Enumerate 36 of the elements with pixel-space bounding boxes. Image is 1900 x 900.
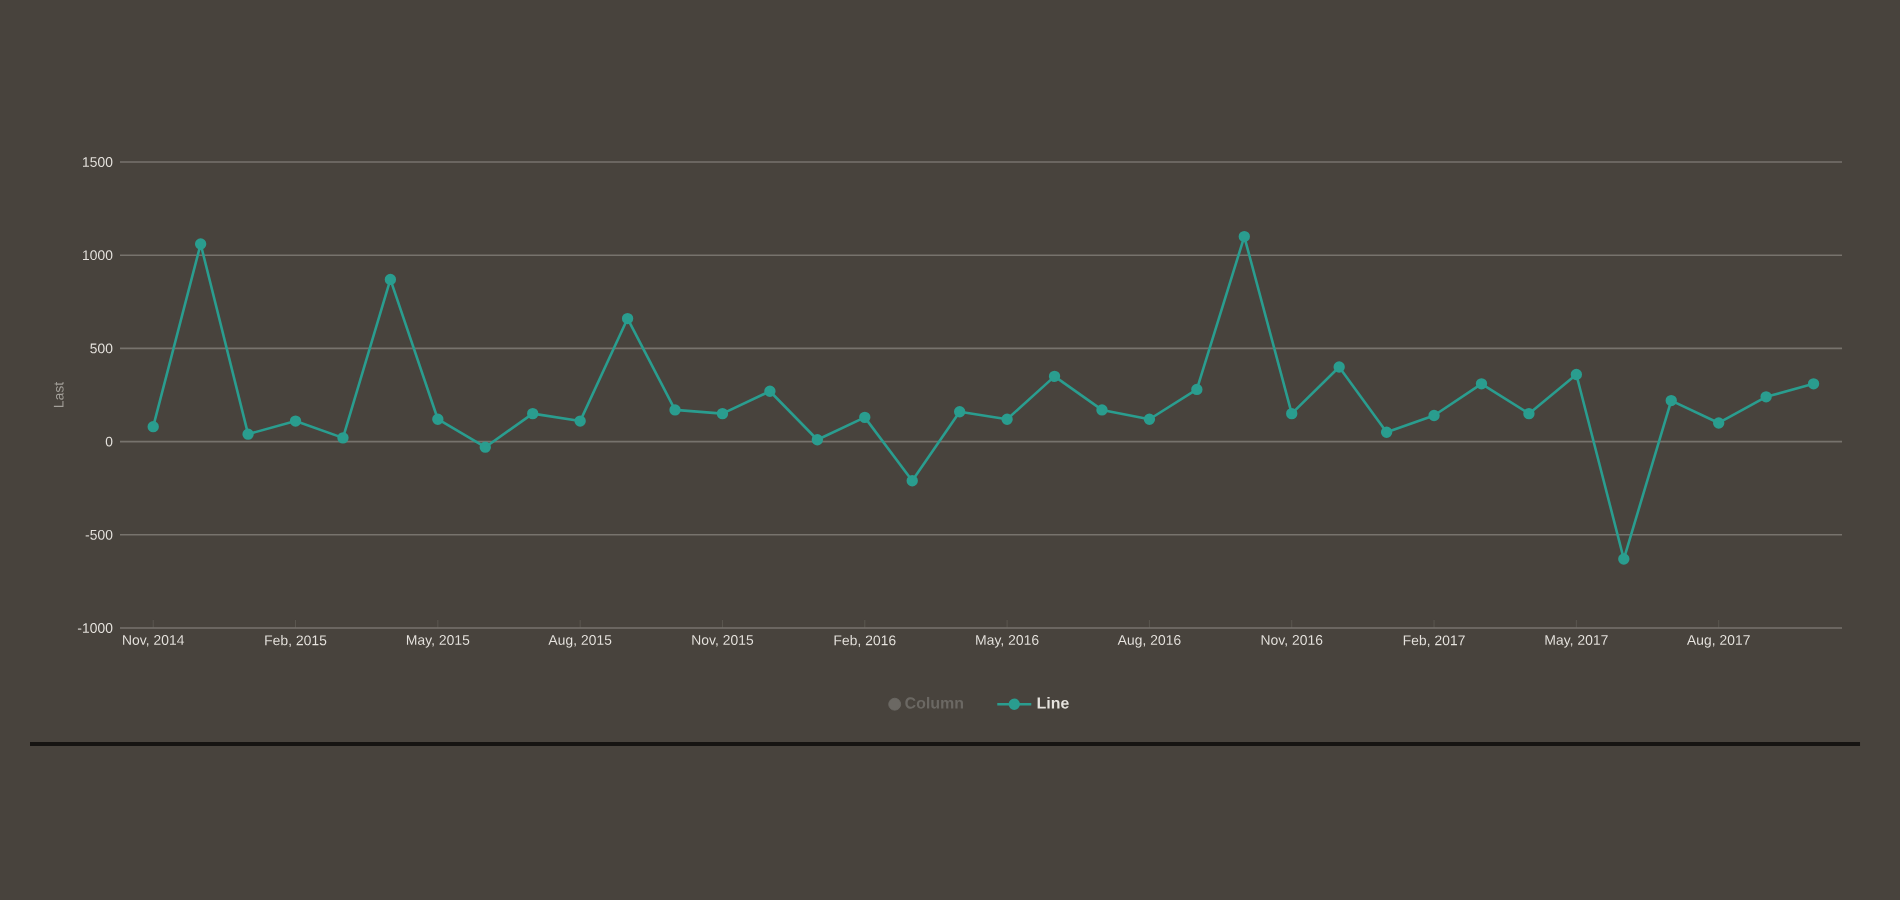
point xyxy=(1143,413,1156,425)
point xyxy=(906,475,918,487)
point xyxy=(859,411,871,424)
point xyxy=(621,312,634,325)
point xyxy=(1001,413,1013,425)
point xyxy=(953,406,966,418)
point xyxy=(289,415,302,427)
point xyxy=(574,415,586,427)
point xyxy=(716,407,729,420)
point xyxy=(669,404,681,416)
point xyxy=(1096,404,1108,416)
point xyxy=(337,432,349,444)
point xyxy=(1238,230,1250,243)
point xyxy=(1428,409,1440,422)
point xyxy=(1807,378,1820,390)
point xyxy=(479,441,491,453)
point xyxy=(1665,394,1677,407)
point xyxy=(1286,407,1298,420)
point xyxy=(1713,417,1725,429)
point xyxy=(1618,553,1630,565)
point xyxy=(1048,370,1061,383)
point xyxy=(1760,391,1772,403)
point xyxy=(147,421,159,433)
point xyxy=(1333,361,1345,373)
point xyxy=(242,428,254,440)
point xyxy=(1380,426,1393,438)
point xyxy=(1523,407,1535,420)
point xyxy=(432,413,444,425)
point xyxy=(194,238,207,250)
point xyxy=(764,385,776,397)
point xyxy=(527,407,539,420)
point xyxy=(1191,383,1203,396)
point xyxy=(1475,378,1488,390)
point xyxy=(811,434,824,446)
point xyxy=(384,273,397,286)
point xyxy=(1570,368,1583,381)
